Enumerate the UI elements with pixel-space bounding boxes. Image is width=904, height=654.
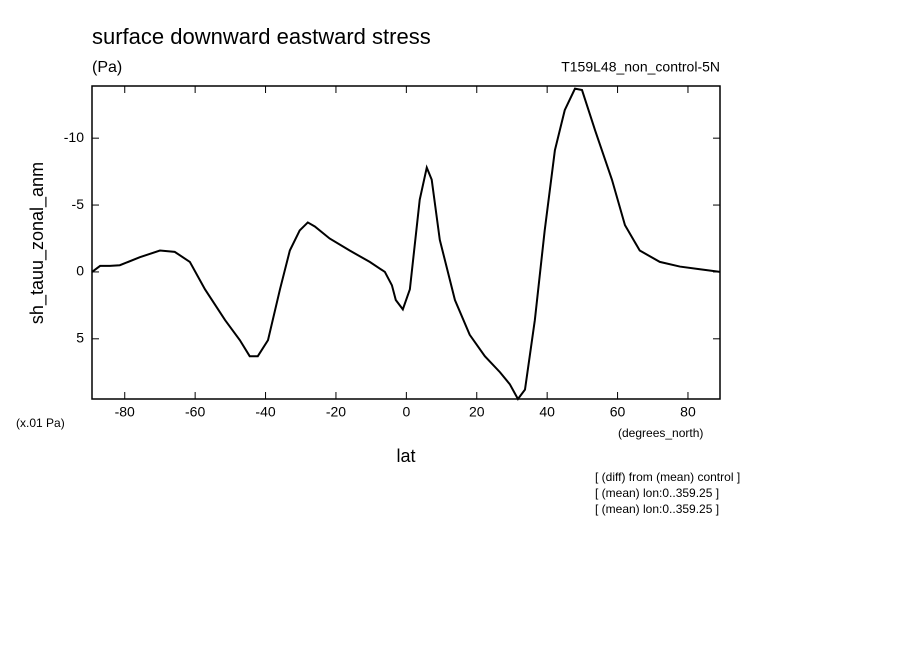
x-axis-label: lat [396, 446, 415, 466]
y-tick-label: 0 [76, 263, 84, 279]
subtitle: (Pa) [92, 59, 122, 76]
x-tick-label: 20 [469, 404, 485, 420]
x-tick-label: -20 [326, 404, 346, 420]
x-tick-label: 0 [402, 404, 410, 420]
x-unit: (degrees_north) [618, 426, 703, 440]
x-tick-label: 40 [539, 404, 555, 420]
y-unit: (x.01 Pa) [16, 416, 65, 430]
note: [ (diff) from (mean) control ] [595, 470, 740, 484]
chart-title: surface downward eastward stress [92, 24, 431, 49]
data-line [91, 87, 721, 401]
note: [ (mean) lon:0..359.25 ] [595, 486, 719, 500]
x-tick-label: -60 [185, 404, 205, 420]
experiment: T159L48_non_control-5N [561, 59, 720, 75]
x-tick-label: -40 [255, 404, 275, 420]
x-tick-label: 60 [610, 404, 626, 420]
y-tick-label: -5 [72, 196, 85, 212]
x-tick-label: 80 [680, 404, 696, 420]
y-axis-label: sh_tauu_zonal_anm [27, 162, 48, 324]
x-tick-label: -80 [115, 404, 135, 420]
y-tick-label: -10 [64, 129, 84, 145]
note: [ (mean) lon:0..359.25 ] [595, 502, 719, 516]
y-tick-label: 5 [76, 330, 84, 346]
